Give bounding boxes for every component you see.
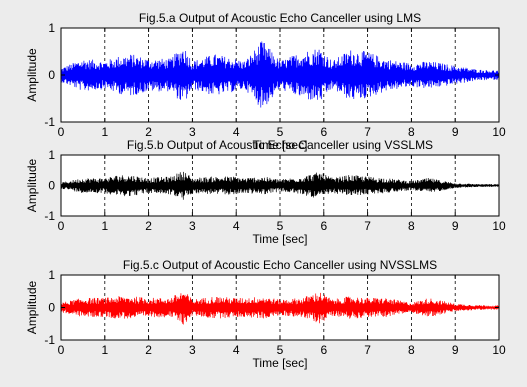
x-tick-label: 6	[320, 125, 327, 139]
x-tick-label: 3	[189, 125, 196, 139]
y-tick-label: -1	[44, 115, 55, 129]
x-tick-label: 5	[277, 343, 284, 357]
x-axis-label: Time [sec]	[253, 138, 308, 152]
x-tick-label: 3	[189, 343, 196, 357]
y-tick-label: 1	[48, 21, 55, 35]
series-line	[60, 292, 500, 325]
x-tick-label: 9	[452, 125, 459, 139]
x-tick-label: 9	[452, 343, 459, 357]
y-tick-label: 1	[48, 148, 55, 162]
x-tick-label: 10	[492, 343, 506, 357]
x-axis-label: Time [sec]	[253, 232, 308, 246]
x-tick-label: 5	[277, 219, 284, 233]
x-tick-label: 10	[492, 219, 506, 233]
y-tick-label: 0	[48, 179, 55, 193]
x-tick-label: 4	[233, 343, 240, 357]
x-tick-label: 7	[364, 125, 371, 139]
x-tick-label: 6	[320, 219, 327, 233]
y-tick-label: -1	[44, 333, 55, 347]
x-tick-label: 3	[189, 219, 196, 233]
y-axis-label: Amplitude	[25, 281, 39, 335]
x-tick-label: 2	[145, 343, 152, 357]
y-tick-label: 1	[48, 268, 55, 282]
chart-title: Fig.5.c Output of Acoustic Echo Cancelle…	[123, 258, 437, 272]
x-tick-label: 1	[101, 343, 108, 357]
x-tick-label: 2	[145, 125, 152, 139]
chart-title: Fig.5.b Output of Acoustic Echo Cancelle…	[127, 138, 433, 152]
y-axis-label: Amplitude	[25, 48, 39, 102]
x-tick-label: 9	[452, 219, 459, 233]
x-tick-label: 7	[364, 343, 371, 357]
x-tick-label: 5	[277, 125, 284, 139]
x-tick-label: 7	[364, 219, 371, 233]
series-line	[60, 41, 500, 108]
x-tick-label: 4	[233, 125, 240, 139]
x-tick-label: 8	[408, 343, 415, 357]
x-tick-label: 2	[145, 219, 152, 233]
x-tick-label: 6	[320, 343, 327, 357]
x-tick-label: 1	[101, 219, 108, 233]
y-axis-label: Amplitude	[25, 159, 39, 213]
x-tick-label: 4	[233, 219, 240, 233]
x-tick-label: 8	[408, 219, 415, 233]
chart-title: Fig.5.a Output of Acoustic Echo Cancelle…	[139, 11, 421, 25]
x-tick-label: 0	[58, 343, 65, 357]
x-tick-label: 0	[58, 219, 65, 233]
series-line	[60, 171, 500, 200]
x-tick-label: 0	[58, 125, 65, 139]
x-tick-label: 10	[492, 125, 506, 139]
y-tick-label: 0	[48, 68, 55, 82]
x-tick-label: 1	[101, 125, 108, 139]
x-axis-label: Time [sec]	[253, 356, 308, 370]
y-tick-label: -1	[44, 209, 55, 223]
y-tick-label: 0	[48, 301, 55, 315]
x-tick-label: 8	[408, 125, 415, 139]
